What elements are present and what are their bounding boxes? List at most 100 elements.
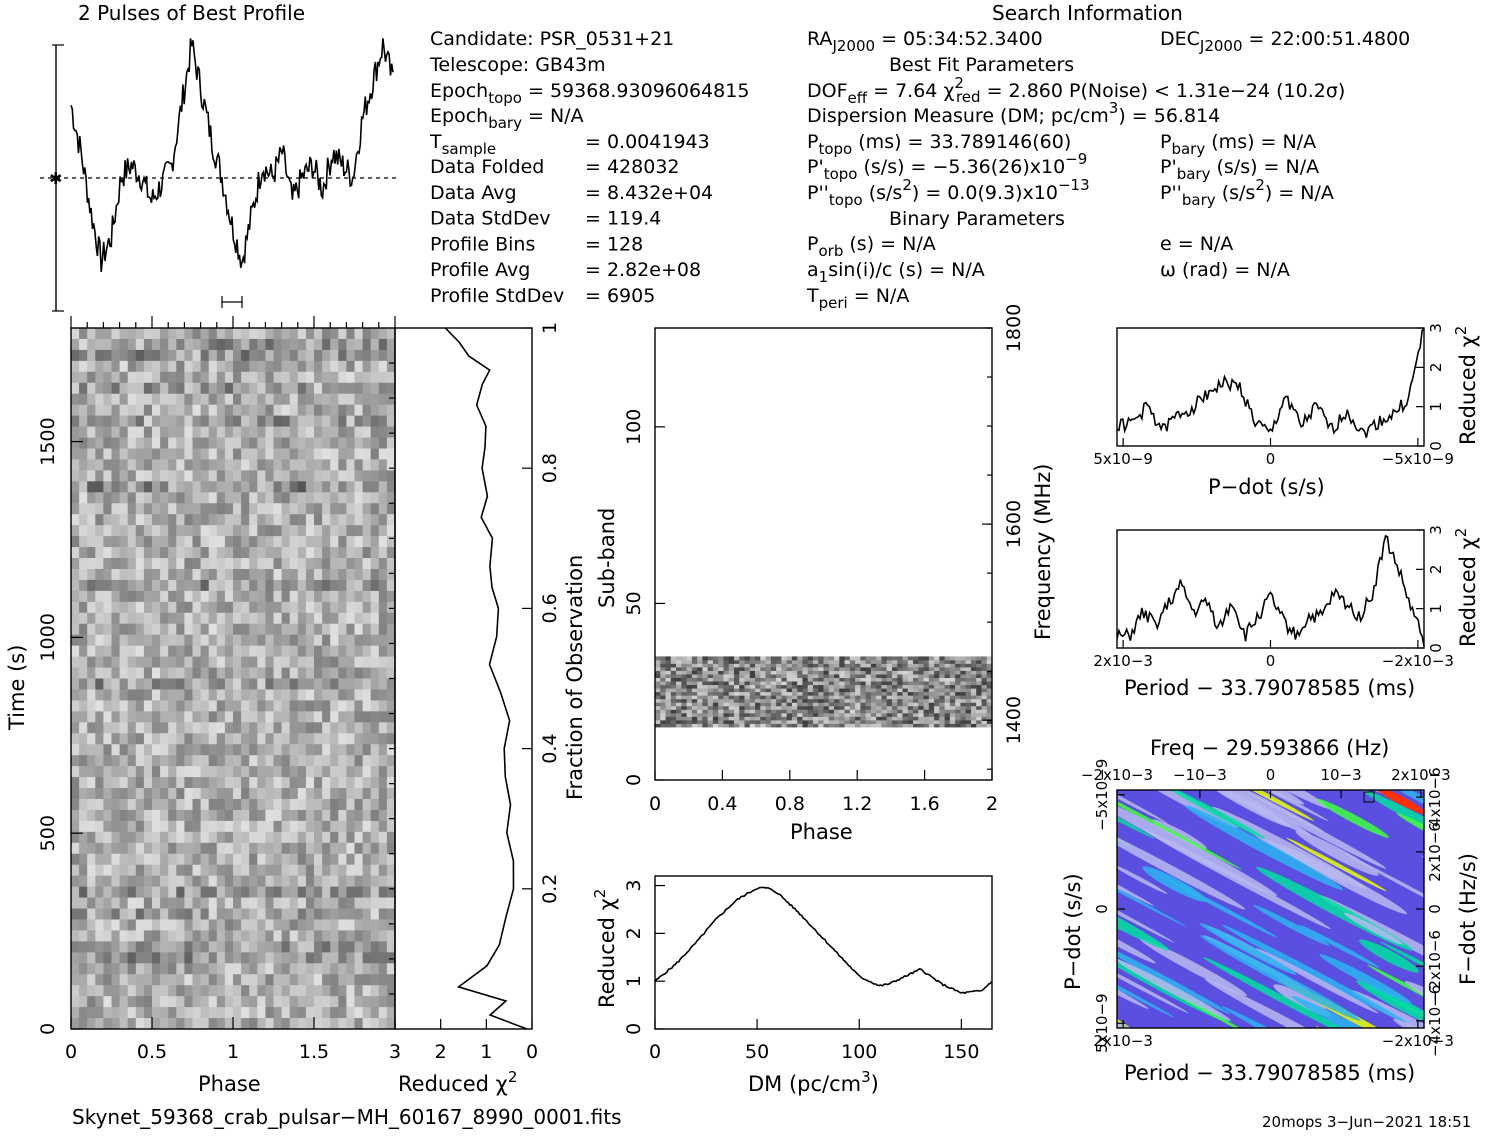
time-phase-cell [224, 853, 234, 866]
subband-cell [744, 674, 751, 678]
time-phase-cell [192, 656, 201, 668]
time-phase-cell [192, 503, 201, 515]
time-phase-cell [281, 941, 291, 953]
subband-cell [655, 677, 661, 682]
time-phase-cell [208, 985, 218, 997]
time-phase-cell [111, 788, 120, 800]
subband-cell [823, 667, 830, 671]
time-phase-cell [135, 996, 145, 1008]
time-phase-cell [176, 448, 185, 460]
time-phase-cell [103, 656, 112, 668]
subband-cell [881, 719, 888, 724]
time-phase-cell [346, 448, 355, 460]
time-phase-cell [200, 371, 210, 384]
subband-cell [791, 723, 798, 728]
time-phase-cell [127, 766, 137, 778]
time-phase-cell [135, 700, 145, 712]
omega-text: ω (rad) = N/A [1160, 259, 1290, 281]
subband-cell [818, 691, 824, 696]
time-phase-cell [241, 722, 250, 734]
subband-cell [802, 656, 809, 661]
subband-cell [986, 709, 993, 714]
subband-cell [949, 688, 956, 693]
subband-cell [907, 684, 914, 689]
subband-cell [865, 663, 872, 668]
time-phase-cell [127, 996, 137, 1008]
subband-cell [834, 688, 840, 693]
time-phase-cell [322, 733, 331, 745]
time-phase-cell [314, 875, 323, 888]
time-phase-cell [135, 711, 145, 723]
subband-cell [828, 656, 835, 661]
time-phase-cell [241, 514, 250, 526]
time-phase-cell [281, 864, 291, 877]
subband-cell [855, 688, 861, 693]
subband-cell [839, 684, 845, 689]
subband-cell [834, 698, 840, 703]
time-phase-cell [143, 897, 153, 909]
time-phase-cell [322, 612, 331, 625]
time-phase-cell [184, 525, 193, 537]
time-phase-cell [241, 755, 250, 767]
subband-cell [691, 681, 698, 686]
subband-cell [870, 723, 877, 728]
time-phase-cell [281, 777, 291, 789]
time-phase-cell [370, 711, 380, 723]
subband-cell [818, 716, 824, 721]
frequency-ylabel: Frequency (MHz) [1031, 464, 1055, 640]
subband-cell [681, 709, 687, 714]
time-phase-cell [224, 623, 234, 636]
time-phase-cell [168, 963, 177, 975]
time-phase-cell [119, 820, 129, 833]
time-phase-cell [152, 919, 161, 931]
time-phase-cell [87, 908, 96, 920]
time-phase-cell [103, 755, 112, 767]
search-info-table: RAJ2000 = 05:34:52.3400 DECJ2000 = 22:00… [806, 28, 1410, 312]
time-phase-cell [314, 831, 323, 844]
time-phase-cell [297, 897, 307, 909]
time-phase-cell [143, 349, 153, 362]
time-phase-cell [103, 590, 112, 603]
time-phase-cell [135, 415, 145, 427]
subband-cell [965, 659, 972, 664]
time-phase-cell [79, 667, 88, 679]
time-phase-cell [79, 842, 88, 855]
time-phase-cell [338, 360, 347, 373]
time-phase-cell [87, 996, 96, 1008]
time-phase-cell [208, 941, 218, 953]
subband-cell [797, 695, 803, 700]
time-phase-cell [168, 919, 177, 931]
time-phase-cell [103, 634, 112, 647]
time-phase-cell [249, 930, 258, 942]
time-phase-cell [119, 952, 129, 964]
subband-cell [739, 681, 745, 686]
p-pdot-peak [1373, 790, 1424, 815]
time-phase-cell [208, 788, 218, 800]
time-phase-cell [330, 503, 339, 515]
subband-cell [665, 716, 672, 721]
time-phase-cell [216, 634, 226, 647]
time-phase-cell [386, 831, 396, 844]
time-phase-cell [143, 963, 153, 975]
time-phase-cell [330, 590, 339, 603]
time-phase-cell [305, 393, 315, 406]
subband-cell [744, 705, 751, 710]
time-phase-cell [289, 382, 299, 395]
subband-cell [749, 719, 756, 724]
subband-cell [655, 663, 661, 668]
time-phase-cell [378, 579, 388, 592]
time-phase-cell [168, 711, 177, 723]
time-phase-cell [370, 568, 380, 581]
subband-cell [749, 681, 756, 686]
time-phase-cell [346, 700, 355, 712]
time-phase-cell [322, 558, 331, 570]
subband-cell [955, 698, 961, 703]
time-phase-cell [330, 722, 339, 734]
subband-cell [702, 705, 709, 710]
time-phase-cell [143, 711, 153, 723]
time-phase-cell [281, 558, 291, 570]
time-phase-cell [338, 1007, 347, 1019]
time-phase-cell [281, 415, 291, 427]
time-phase-cell [370, 963, 380, 975]
